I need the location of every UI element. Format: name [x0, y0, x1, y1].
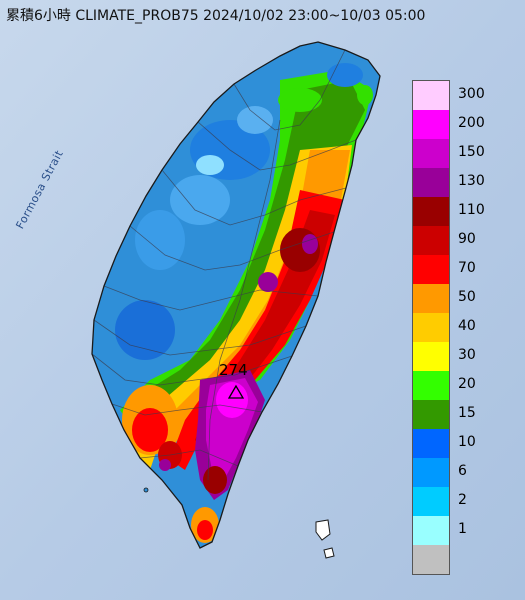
legend-label: 1 — [458, 521, 467, 537]
legend-swatch — [413, 487, 449, 516]
legend-label: 90 — [458, 231, 476, 247]
legend-label: 2 — [458, 492, 467, 508]
coastline — [91, 41, 381, 549]
legend-swatch — [413, 139, 449, 168]
legend-label: 30 — [458, 347, 476, 363]
map-title: 累積6小時 CLIMATE_PROB75 2024/10/02 23:00~10… — [6, 8, 426, 24]
legend-label: 110 — [458, 202, 485, 218]
legend-swatch — [413, 545, 449, 574]
legend-label: 20 — [458, 376, 476, 392]
legend-label: 10 — [458, 434, 476, 450]
legend-swatch — [413, 81, 449, 110]
legend-swatch — [413, 458, 449, 487]
peak-value-label: 274 — [219, 361, 248, 379]
legend-swatch — [413, 255, 449, 284]
legend-swatch — [413, 168, 449, 197]
legend-swatch — [413, 429, 449, 458]
legend-label: 15 — [458, 405, 476, 421]
legend-label: 40 — [458, 318, 476, 334]
legend-swatch — [413, 197, 449, 226]
legend-swatch — [413, 110, 449, 139]
legend-swatch — [413, 226, 449, 255]
islet — [143, 487, 149, 493]
legend-swatch — [413, 342, 449, 371]
legend-label: 150 — [458, 144, 485, 160]
color-legend — [412, 80, 450, 575]
orchid-island — [323, 547, 335, 559]
green-island — [315, 519, 331, 541]
legend-label: 70 — [458, 260, 476, 276]
county-borders — [91, 49, 357, 481]
peak-marker-icon — [227, 384, 245, 399]
legend-swatch — [413, 284, 449, 313]
legend-swatch — [413, 313, 449, 342]
legend-label: 200 — [458, 115, 485, 131]
legend-swatch — [413, 371, 449, 400]
legend-label: 130 — [458, 173, 485, 189]
legend-label: 300 — [458, 86, 485, 102]
legend-label: 50 — [458, 289, 476, 305]
legend-label: 6 — [458, 463, 467, 479]
legend-swatch — [413, 516, 449, 545]
legend-swatch — [413, 400, 449, 429]
